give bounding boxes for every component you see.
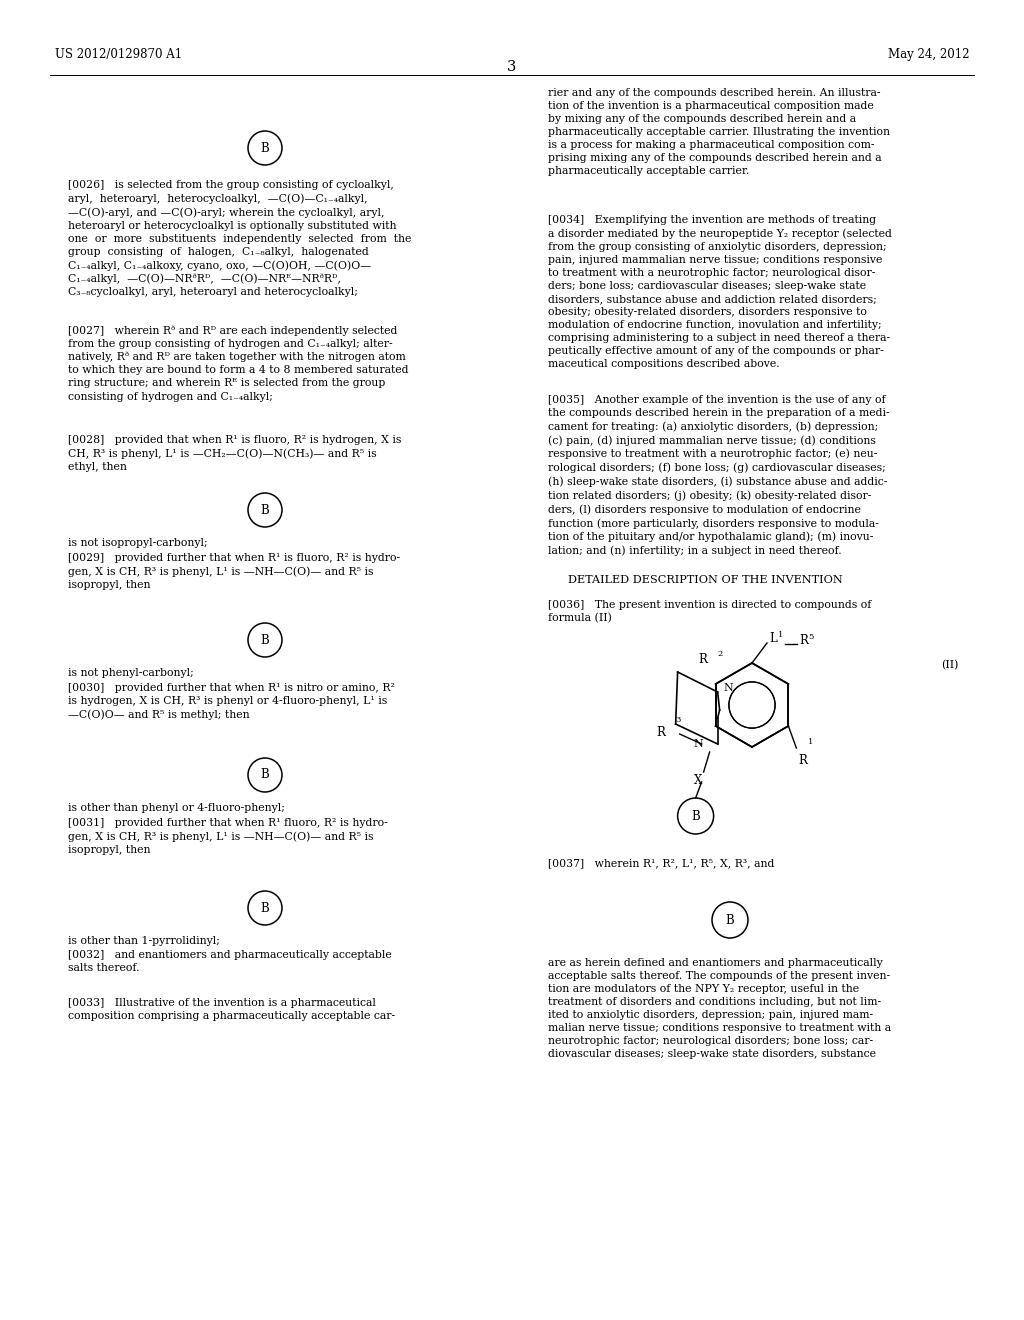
Text: [0032]   and enantiomers and pharmaceutically acceptable
salts thereof.: [0032] and enantiomers and pharmaceutica… (68, 950, 392, 973)
Text: B: B (261, 141, 269, 154)
Text: [0030]   provided further that when R¹ is nitro or amino, R²
is hydrogen, X is C: [0030] provided further that when R¹ is … (68, 682, 395, 719)
Text: 5: 5 (808, 634, 813, 642)
Text: [0034]   Exemplifying the invention are methods of treating
a disorder mediated : [0034] Exemplifying the invention are me… (548, 215, 892, 370)
Text: [0031]   provided further that when R¹ fluoro, R² is hydro-
gen, X is CH, R³ is : [0031] provided further that when R¹ flu… (68, 818, 388, 855)
Text: 2: 2 (718, 649, 723, 657)
Text: is not phenyl-carbonyl;: is not phenyl-carbonyl; (68, 668, 194, 678)
Text: [0036]   The present invention is directed to compounds of
formula (II): [0036] The present invention is directed… (548, 601, 871, 623)
Text: is other than 1-pyrrolidinyl;: is other than 1-pyrrolidinyl; (68, 936, 220, 946)
Text: B: B (261, 902, 269, 915)
Text: 1: 1 (778, 631, 783, 639)
Text: is other than phenyl or 4-fluoro-phenyl;: is other than phenyl or 4-fluoro-phenyl; (68, 803, 285, 813)
Text: 3: 3 (676, 715, 681, 723)
Text: N: N (694, 739, 703, 748)
Text: B: B (726, 913, 734, 927)
Text: R: R (799, 754, 807, 767)
Text: N: N (724, 682, 733, 693)
Text: are as herein defined and enantiomers and pharmaceutically
acceptable salts ther: are as herein defined and enantiomers an… (548, 958, 891, 1059)
Text: R: R (799, 634, 808, 647)
Text: L: L (769, 632, 777, 645)
Text: B: B (691, 809, 700, 822)
Text: B: B (261, 768, 269, 781)
Text: May 24, 2012: May 24, 2012 (889, 48, 970, 61)
Text: [0035]   Another example of the invention is the use of any of
the compounds des: [0035] Another example of the invention … (548, 395, 890, 556)
Text: DETAILED DESCRIPTION OF THE INVENTION: DETAILED DESCRIPTION OF THE INVENTION (568, 576, 843, 585)
Text: 1: 1 (808, 738, 814, 746)
Text: B: B (261, 634, 269, 647)
Text: R: R (698, 653, 708, 667)
Text: R: R (656, 726, 666, 738)
Text: 3: 3 (507, 59, 517, 74)
Text: X: X (693, 774, 701, 787)
Text: B: B (261, 503, 269, 516)
Text: (II): (II) (941, 660, 958, 671)
Text: [0027]   wherein Rᶞ and Rᴰ are each independently selected
from the group consis: [0027] wherein Rᶞ and Rᴰ are each indepe… (68, 325, 409, 401)
Text: [0029]   provided further that when R¹ is fluoro, R² is hydro-
gen, X is CH, R³ : [0029] provided further that when R¹ is … (68, 553, 400, 590)
Text: [0026]   is selected from the group consisting of cycloalkyl,
aryl,  heteroaryl,: [0026] is selected from the group consis… (68, 180, 412, 297)
Text: [0028]   provided that when R¹ is fluoro, R² is hydrogen, X is
CH, R³ is phenyl,: [0028] provided that when R¹ is fluoro, … (68, 436, 401, 471)
Text: is not isopropyl-carbonyl;: is not isopropyl-carbonyl; (68, 539, 208, 548)
Text: [0033]   Illustrative of the invention is a pharmaceutical
composition comprisin: [0033] Illustrative of the invention is … (68, 998, 395, 1022)
Text: US 2012/0129870 A1: US 2012/0129870 A1 (55, 48, 182, 61)
Text: rier and any of the compounds described herein. An illustra-
tion of the inventi: rier and any of the compounds described … (548, 88, 890, 177)
Text: [0037]   wherein R¹, R², L¹, R⁵, X, R³, and: [0037] wherein R¹, R², L¹, R⁵, X, R³, an… (548, 858, 774, 869)
